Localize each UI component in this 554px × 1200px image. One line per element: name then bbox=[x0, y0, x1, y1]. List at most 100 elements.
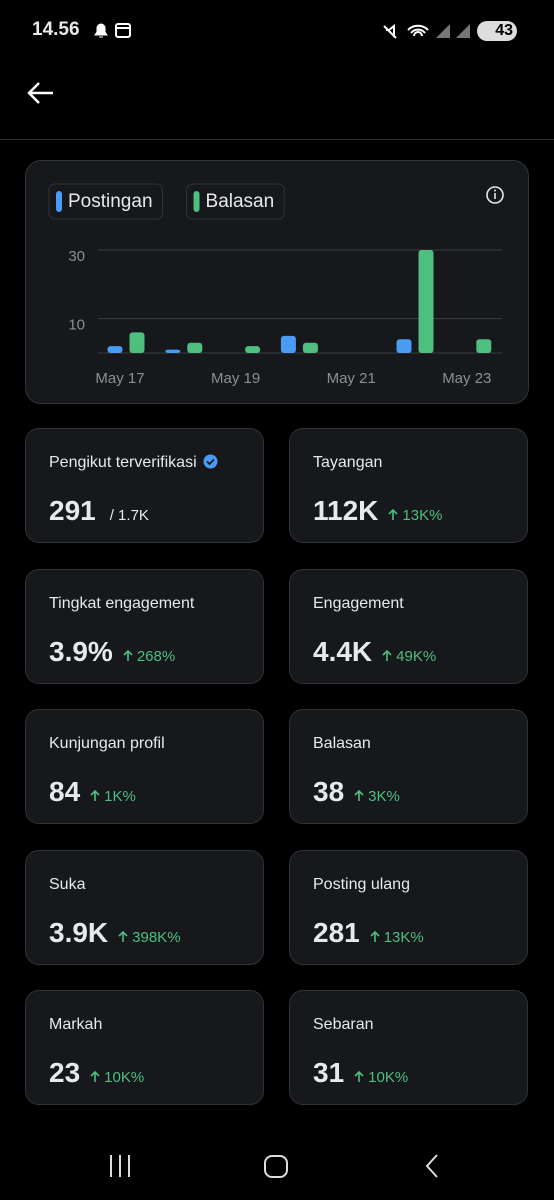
back-button[interactable] bbox=[26, 80, 56, 106]
stat-label: Tayangan bbox=[313, 454, 382, 472]
stat-number: 291 bbox=[49, 495, 96, 526]
stat-change-text: 3K% bbox=[368, 788, 400, 805]
up-arrow bbox=[354, 1069, 368, 1086]
stat-label: Tingkat engagement bbox=[49, 595, 194, 613]
bar bbox=[107, 346, 123, 353]
up-arrow bbox=[354, 788, 368, 805]
stat-number: 23 bbox=[49, 1057, 81, 1088]
bar bbox=[245, 346, 261, 353]
stat-card: Sebaran 31 10K% bbox=[289, 990, 528, 1105]
x-tick-label: May 23 bbox=[442, 370, 491, 387]
stat-change-text: 10K% bbox=[104, 1069, 145, 1086]
stat-label-text: Balasan bbox=[313, 735, 371, 752]
up-arrow bbox=[370, 929, 384, 946]
stat-value: 31 10K% bbox=[313, 1057, 408, 1089]
status-icons-right bbox=[383, 23, 470, 39]
stat-change: 3K% bbox=[354, 788, 400, 805]
stat-change: 398K% bbox=[118, 929, 181, 946]
bar bbox=[302, 342, 318, 353]
stat-value: 281 13K% bbox=[313, 917, 424, 949]
stat-total: / 1.7K bbox=[109, 507, 149, 524]
up-arrow bbox=[118, 929, 132, 946]
stat-card: Tayangan 112K 13K% bbox=[289, 428, 528, 543]
stat-label: Pengikut terverifikasi bbox=[49, 454, 218, 472]
stat-label: Markah bbox=[49, 1016, 102, 1034]
x-tick-label: May 19 bbox=[211, 370, 260, 387]
legend-label: Balasan bbox=[206, 191, 275, 212]
stat-value: 291 / 1.7K bbox=[49, 495, 149, 527]
stat-change: 10K% bbox=[354, 1069, 408, 1086]
stat-change: 49K% bbox=[382, 648, 436, 665]
bar bbox=[396, 339, 412, 353]
stat-card: Kunjungan profil 84 1K% bbox=[25, 709, 264, 824]
stat-label: Sebaran bbox=[313, 1016, 374, 1034]
stat-card: Balasan 38 3K% bbox=[289, 709, 528, 824]
bar bbox=[129, 332, 145, 353]
stat-change-text: 1K% bbox=[104, 788, 136, 805]
stat-change: 10K% bbox=[90, 1069, 144, 1086]
stat-card: Pengikut terverifikasi 291 / 1.7K bbox=[25, 428, 264, 543]
stat-label: Balasan bbox=[313, 735, 371, 753]
legend-box bbox=[186, 183, 285, 220]
stat-change-text: 49K% bbox=[396, 647, 437, 665]
divider bbox=[0, 139, 554, 140]
up-arrow bbox=[123, 648, 137, 665]
bar bbox=[165, 349, 181, 353]
nav-home[interactable] bbox=[264, 1155, 288, 1178]
stat-value: 84 1K% bbox=[49, 776, 136, 808]
stat-number: 281 bbox=[313, 916, 360, 948]
x-tick-label: May 21 bbox=[327, 370, 376, 387]
stat-value: 112K 13K% bbox=[313, 495, 442, 527]
stat-change-text: 268% bbox=[136, 647, 176, 665]
stat-value: 23 10K% bbox=[49, 1057, 144, 1089]
stat-number: 84 bbox=[49, 776, 81, 807]
stat-label-text: Sebaran bbox=[313, 1016, 374, 1033]
stat-number: 38 bbox=[313, 776, 345, 807]
nav-recents[interactable] bbox=[110, 1155, 130, 1177]
stat-number: 3.9K bbox=[49, 916, 109, 948]
stat-number: 31 bbox=[313, 1057, 345, 1088]
stat-number: 112K bbox=[313, 495, 379, 526]
stat-label-text: Tingkat engagement bbox=[49, 594, 195, 612]
stat-label-text: Engagement bbox=[313, 594, 404, 612]
y-tick-label: 10 bbox=[68, 317, 85, 334]
stat-label-text: Posting ulang bbox=[313, 875, 410, 893]
stat-card: Tingkat engagement 3.9% 268% bbox=[25, 568, 264, 684]
stat-number: 4.4K bbox=[313, 635, 373, 667]
x-tick-label: May 17 bbox=[95, 370, 144, 387]
stat-number: 3.9% bbox=[49, 635, 113, 667]
stat-change-text: 13K% bbox=[383, 928, 424, 946]
up-arrow bbox=[90, 788, 104, 805]
stat-change-text: 13K% bbox=[402, 507, 443, 524]
stat-label-text: Tayangan bbox=[313, 454, 383, 471]
stat-value: 3.9% 268% bbox=[49, 636, 175, 668]
chart-card: Postingan Balasan 10 30 May 17 May 19 May 21 Ma… bbox=[25, 160, 529, 404]
nav-back[interactable] bbox=[425, 1154, 438, 1178]
stat-card: Posting ulang 281 13K% bbox=[289, 849, 528, 965]
up-arrow bbox=[90, 1069, 104, 1086]
y-tick-label: 30 bbox=[68, 248, 85, 265]
verified-badge bbox=[197, 454, 218, 471]
chart: Postingan Balasan 10 30 May 17 May 19 May 21 Ma… bbox=[48, 183, 504, 387]
bar bbox=[187, 342, 203, 353]
stat-label-text: Kunjungan profil bbox=[49, 735, 165, 752]
stat-label-text: Pengikut terverifikasi bbox=[49, 454, 197, 471]
legend-swatch bbox=[193, 191, 200, 212]
stat-label-text: Markah bbox=[49, 1016, 103, 1033]
stat-label-text: Suka bbox=[49, 875, 86, 893]
bar bbox=[418, 250, 434, 353]
stat-card: Engagement 4.4K 49K% bbox=[289, 568, 528, 684]
stat-change: 1K% bbox=[90, 788, 136, 805]
bar bbox=[476, 339, 492, 353]
stat-label: Suka bbox=[49, 876, 85, 894]
stat-label: Engagement bbox=[313, 595, 404, 613]
battery: 43 bbox=[477, 21, 517, 41]
legend-swatch bbox=[56, 191, 62, 212]
nav-bar bbox=[110, 1154, 438, 1178]
stat-change: 13K% bbox=[370, 929, 424, 946]
info-icon[interactable] bbox=[486, 186, 504, 204]
stat-label: Posting ulang bbox=[313, 876, 410, 894]
up-arrow bbox=[382, 648, 396, 665]
bar bbox=[280, 335, 296, 353]
